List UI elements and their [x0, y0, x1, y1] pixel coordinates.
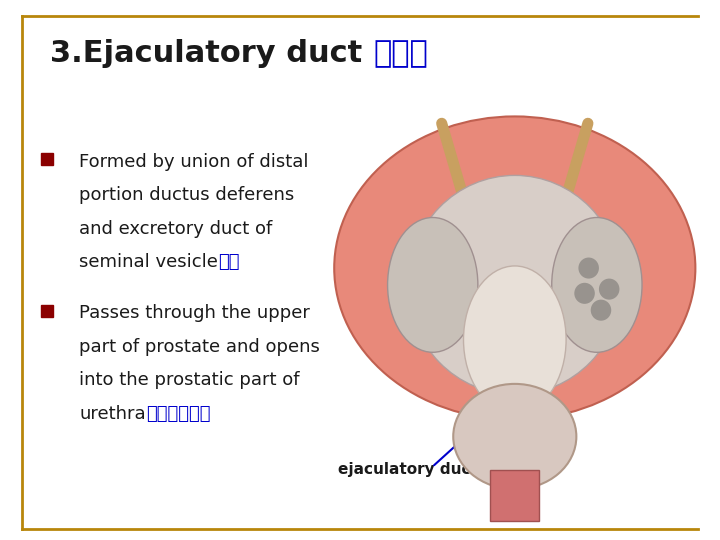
FancyArrowPatch shape	[564, 123, 588, 202]
Text: 射精管: 射精管	[373, 39, 428, 69]
Ellipse shape	[408, 176, 621, 394]
Text: 尿道前列腺部: 尿道前列腺部	[146, 404, 210, 423]
Ellipse shape	[334, 117, 696, 420]
Ellipse shape	[464, 266, 566, 414]
Ellipse shape	[552, 218, 642, 352]
Circle shape	[575, 283, 595, 304]
Text: urethra: urethra	[79, 404, 146, 423]
Bar	[490, 470, 539, 521]
Ellipse shape	[454, 384, 576, 489]
Text: Formed by union of distal: Formed by union of distal	[79, 153, 309, 171]
Circle shape	[590, 300, 611, 321]
Text: 3.Ejaculatory duct: 3.Ejaculatory duct	[50, 39, 373, 69]
Text: and excretory duct of: and excretory duct of	[79, 220, 272, 238]
Text: seminal vesicle: seminal vesicle	[79, 253, 218, 272]
Text: into the prostatic part of: into the prostatic part of	[79, 371, 300, 389]
FancyArrowPatch shape	[441, 123, 465, 202]
Text: portion ductus deferens: portion ductus deferens	[79, 186, 294, 205]
Ellipse shape	[387, 218, 478, 352]
Text: part of prostate and opens: part of prostate and opens	[79, 338, 320, 356]
Text: ejaculatory duct: ejaculatory duct	[338, 462, 478, 477]
Text: Passes through the upper: Passes through the upper	[79, 304, 310, 322]
Text: 精囊: 精囊	[218, 253, 240, 272]
Circle shape	[578, 258, 599, 279]
Circle shape	[599, 279, 619, 300]
